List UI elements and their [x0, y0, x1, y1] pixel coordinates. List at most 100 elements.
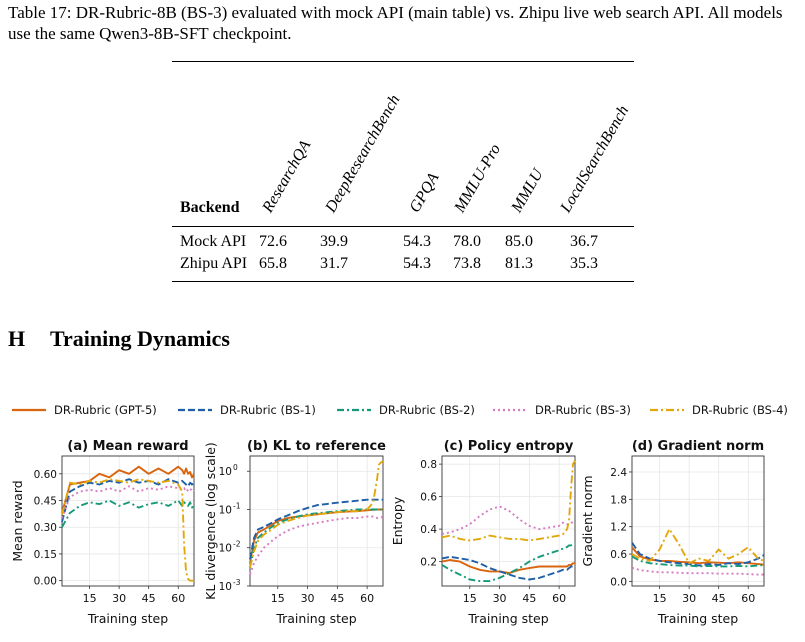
y-tick-label: 0.0: [610, 576, 627, 588]
x-axis-label: Training step: [657, 611, 738, 626]
legend-label: DR-Rubric (BS-3): [535, 403, 631, 417]
table-cell: 85.0: [505, 233, 533, 250]
x-tick-label: 30: [682, 592, 696, 605]
y-tick-label: 0.60: [34, 469, 57, 481]
table-mid-rule: [172, 226, 634, 227]
section-title: Training Dynamics: [50, 326, 230, 351]
y-tick-exponent: -2: [233, 540, 241, 549]
legend-label: DR-Rubric (BS-2): [379, 403, 475, 417]
table-cell: 31.7: [320, 255, 348, 272]
table-cell: 54.3: [403, 233, 431, 250]
y-axis-label: Mean reward: [10, 480, 25, 561]
x-tick-label: 60: [741, 592, 755, 605]
section-heading: H Training Dynamics: [8, 326, 230, 352]
series-line: [61, 478, 195, 523]
x-axis-label: Training step: [467, 611, 548, 626]
y-tick-exponent: -1: [233, 501, 241, 510]
y-tick-label: 2.4: [610, 467, 627, 479]
y-tick-label: 0.2: [420, 557, 437, 569]
series-line: [61, 465, 195, 514]
y-tick-label: 10: [219, 543, 232, 555]
x-tick-label: 45: [330, 592, 344, 605]
table-cell: 35.3: [570, 255, 598, 272]
x-tick-label: 30: [301, 592, 315, 605]
x-tick-label: 15: [463, 592, 477, 605]
table-cell: 73.8: [453, 255, 481, 272]
x-axis-label: Training step: [87, 611, 168, 626]
table-col-header: LocalSearchBench: [557, 102, 633, 216]
series-line: [631, 542, 765, 567]
panel-title: (c) Policy entropy: [444, 439, 574, 454]
series-line: [441, 542, 575, 583]
table-cell: 81.3: [505, 255, 533, 272]
x-tick-label: 15: [83, 592, 97, 605]
plot-frame: [61, 455, 195, 587]
plot-frame: [249, 455, 384, 587]
series-line: [441, 460, 576, 542]
y-tick-label: 10: [219, 504, 232, 516]
series-line: [61, 499, 195, 528]
panel-title: (a) Mean reward: [67, 439, 188, 454]
y-tick-label: 0.30: [34, 522, 57, 534]
y-tick-exponent: -3: [233, 578, 241, 587]
y-tick-label: 1.8: [610, 494, 627, 506]
x-tick-label: 45: [712, 592, 726, 605]
legend-label: DR-Rubric (BS-4): [692, 403, 788, 417]
table-header-backend: Backend: [180, 199, 240, 216]
plot-frame: [631, 455, 765, 587]
table-col-header: DeepResearchBench: [322, 92, 404, 216]
legend-label: DR-Rubric (GPT-5): [54, 403, 157, 417]
section-number: H: [8, 326, 26, 351]
series-line: [249, 515, 383, 575]
series-line: [441, 555, 575, 581]
figure-svg: DR-Rubric (GPT-5) DR-Rubric (BS-1) DR-Rubr…: [10, 403, 788, 626]
x-tick-label: 45: [522, 592, 536, 605]
panel-title: (b) KL to reference: [247, 439, 386, 454]
table-col-header: MMLU: [508, 166, 547, 216]
table-bottom-rule: [172, 281, 634, 283]
table-col-header: GPQA: [406, 170, 443, 216]
panel-title: (d) Gradient norm: [632, 439, 764, 454]
table-col-header: ResearchQA: [259, 137, 315, 216]
legend-label: DR-Rubric (BS-1): [220, 403, 316, 417]
table-row-label: Mock API: [180, 233, 247, 250]
y-tick-label: 10: [219, 581, 232, 593]
series-line: [249, 498, 383, 560]
y-axis-label: Gradient norm: [580, 475, 595, 566]
series-line: [631, 566, 764, 576]
y-tick-label: 0.6: [420, 492, 437, 504]
x-tick-label: 15: [271, 592, 285, 605]
y-tick-label: 1.2: [610, 522, 627, 534]
y-tick-label: 0.4: [420, 524, 437, 536]
x-tick-label: 60: [171, 592, 185, 605]
y-tick-label: 0.00: [34, 576, 57, 588]
series-line: [441, 505, 575, 535]
table-cell: 78.0: [453, 233, 481, 250]
y-axis-label: KL divergence (log scale): [203, 442, 218, 600]
table-cell: 65.8: [259, 255, 287, 272]
table-caption: Table 17: DR-Rubric-8B (BS-3) evaluated …: [8, 3, 783, 43]
y-tick-label: 0.45: [34, 496, 57, 508]
table-cell: 36.7: [570, 233, 598, 250]
training-dynamics-figure: DR-Rubric (GPT-5) DR-Rubric (BS-1) DR-Rubr…: [0, 392, 805, 637]
series-line: [441, 559, 575, 574]
table-cell: 72.6: [259, 233, 287, 250]
y-tick-label: 0.8: [420, 459, 437, 471]
table-cell: 39.9: [320, 233, 348, 250]
y-tick-label: 10: [219, 466, 232, 478]
table-col-header: MMLU-Pro: [451, 141, 505, 216]
series-line: [631, 528, 765, 565]
x-tick-label: 45: [142, 592, 156, 605]
x-tick-label: 60: [360, 592, 374, 605]
table-cell: 54.3: [403, 255, 431, 272]
y-tick-label: 0.15: [34, 549, 57, 561]
plot-frame: [441, 455, 576, 587]
series-line: [249, 460, 384, 568]
x-tick-label: 30: [112, 592, 126, 605]
series-line: [249, 508, 383, 568]
series-line: [61, 478, 194, 582]
series-line: [61, 485, 195, 519]
x-tick-label: 60: [552, 592, 566, 605]
x-axis-label: Training step: [275, 611, 356, 626]
table-row-label: Zhipu API: [180, 255, 248, 272]
